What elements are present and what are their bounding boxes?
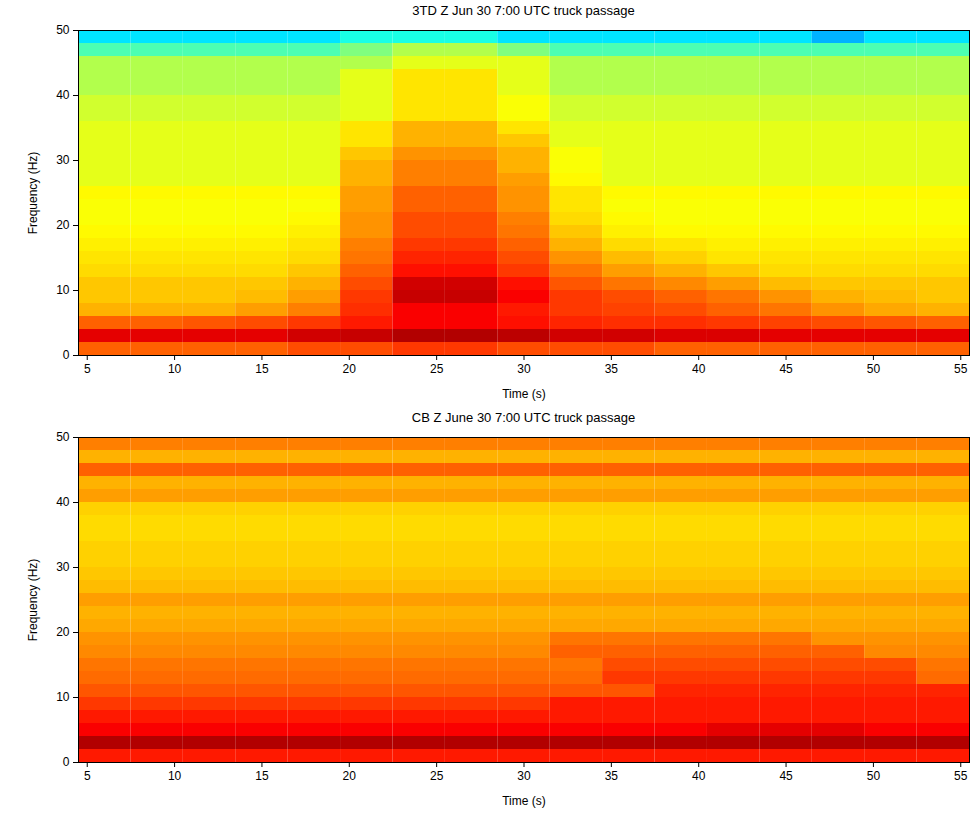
svg-text:Time (s): Time (s) [502, 794, 546, 808]
svg-text:25: 25 [430, 769, 444, 783]
svg-text:10: 10 [168, 362, 182, 376]
svg-text:15: 15 [255, 769, 269, 783]
svg-text:15: 15 [255, 362, 269, 376]
svg-text:50: 50 [56, 430, 70, 444]
svg-text:5: 5 [84, 362, 91, 376]
svg-text:20: 20 [56, 218, 70, 232]
svg-text:40: 40 [56, 495, 70, 509]
svg-text:25: 25 [430, 362, 444, 376]
svg-text:50: 50 [56, 23, 70, 37]
svg-text:0: 0 [63, 755, 70, 769]
svg-text:30: 30 [517, 362, 531, 376]
svg-text:Time (s): Time (s) [502, 387, 546, 401]
svg-text:35: 35 [605, 769, 619, 783]
svg-text:40: 40 [692, 769, 706, 783]
svg-text:30: 30 [56, 153, 70, 167]
svg-text:30: 30 [56, 560, 70, 574]
svg-text:Frequency (Hz): Frequency (Hz) [26, 152, 40, 235]
svg-text:40: 40 [692, 362, 706, 376]
html-text:CB Z June 30 7:00 UTC truck pa: CB Z June 30 7:00 UTC truck passage [411, 410, 636, 425]
svg-text:50: 50 [867, 769, 881, 783]
svg-text:45: 45 [779, 769, 793, 783]
svg-text:Frequency (Hz): Frequency (Hz) [26, 559, 40, 642]
svg-text:20: 20 [343, 362, 357, 376]
svg-text:20: 20 [343, 769, 357, 783]
svg-text:35: 35 [605, 362, 619, 376]
svg-text:50: 50 [867, 362, 881, 376]
svg-text:30: 30 [517, 769, 531, 783]
svg-text:45: 45 [779, 362, 793, 376]
svg-text:55: 55 [954, 769, 968, 783]
svg-text:10: 10 [56, 283, 70, 297]
svg-text:5: 5 [84, 769, 91, 783]
svg-text:40: 40 [56, 88, 70, 102]
svg-text:10: 10 [56, 690, 70, 704]
svg-text:10: 10 [168, 769, 182, 783]
svg-text:55: 55 [954, 362, 968, 376]
svg-text:20: 20 [56, 625, 70, 639]
svg-text:0: 0 [63, 348, 70, 362]
html-text:3TD Z Jun 30 7:00 UTC truck pa: 3TD Z Jun 30 7:00 UTC truck passage [412, 3, 635, 18]
